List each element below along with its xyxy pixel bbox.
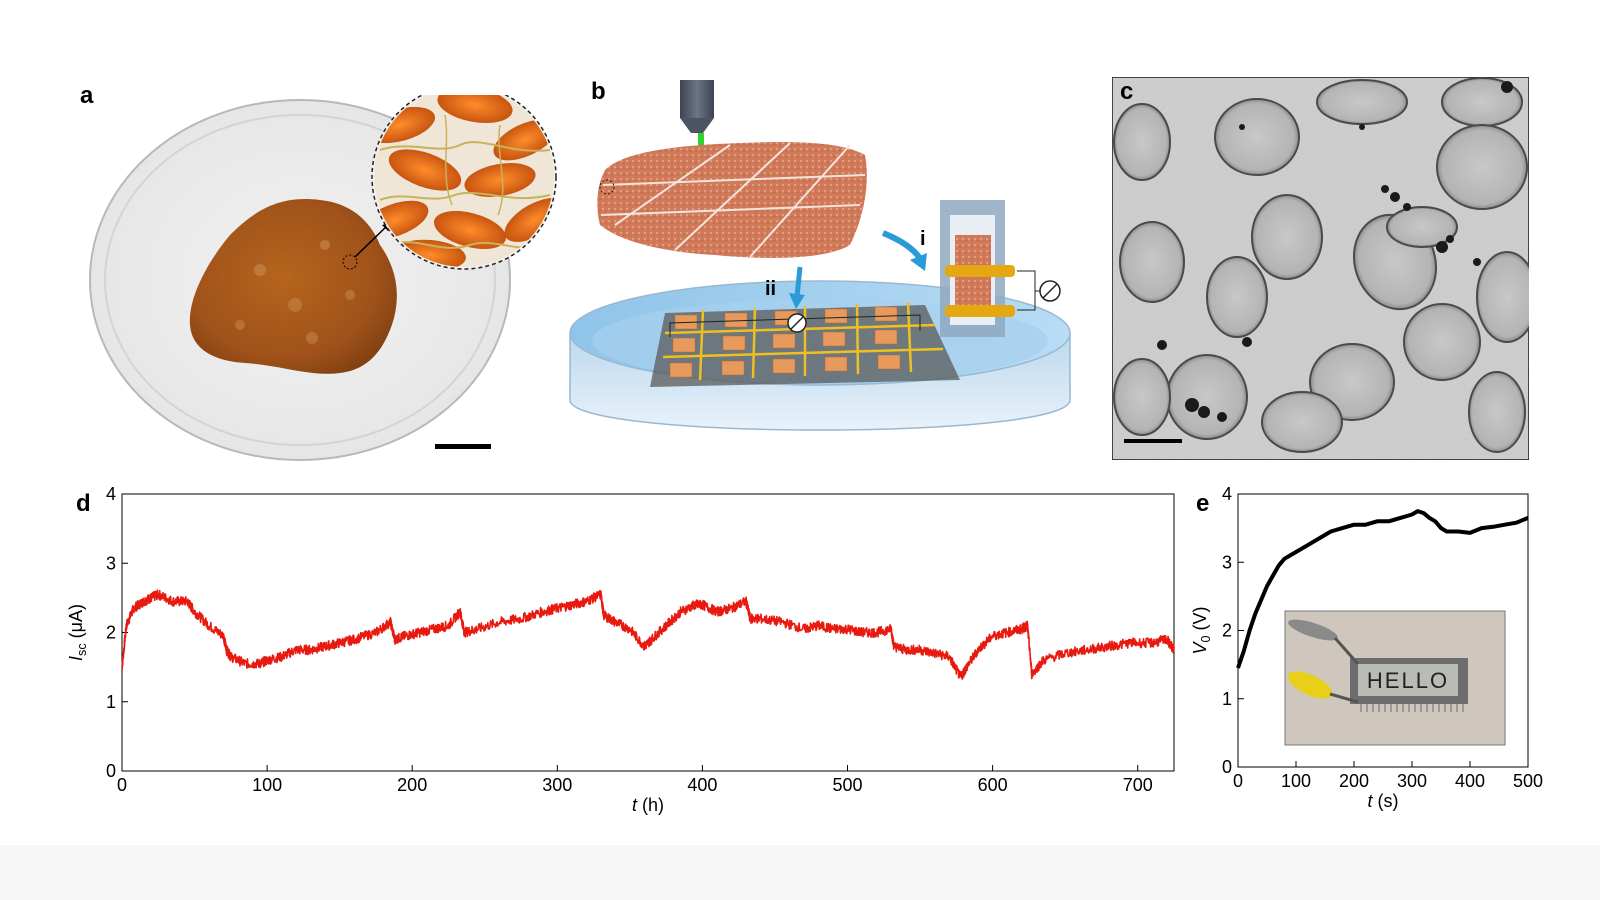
x-tick-label: 300 (542, 775, 572, 795)
x-tick-label: 400 (1455, 771, 1485, 791)
x-tick-label: 500 (1513, 771, 1543, 791)
x-axis-label: t (h) (632, 795, 664, 815)
lcd-pin (1414, 704, 1416, 712)
lcd-pin (1426, 704, 1428, 712)
panel-c-scale-bar (1124, 439, 1182, 443)
lcd-pin (1462, 704, 1464, 712)
bottom-strip (0, 845, 1600, 900)
x-tick-label: 300 (1397, 771, 1427, 791)
x-tick-label: 700 (1123, 775, 1153, 795)
lcd-pin (1408, 704, 1410, 712)
clip-grey (1288, 619, 1338, 641)
lcd-pin (1372, 704, 1374, 712)
lcd-pin (1444, 704, 1446, 712)
y-tick-label: 0 (1222, 757, 1232, 777)
panel-e-chart: 0 100 200 300 400 500 0 1 2 3 4 t (s) V0 (V) HELLO (1190, 484, 1543, 811)
x-tick-label: 500 (832, 775, 862, 795)
y-tick-label: 2 (1222, 621, 1232, 641)
y-tick-label: 1 (1222, 689, 1232, 709)
device-array-ii (650, 301, 960, 387)
series-line (1236, 509, 1529, 669)
y-tick-label: 3 (106, 553, 116, 573)
y-tick-label: 2 (106, 623, 116, 643)
film-sheet (597, 142, 867, 258)
x-tick-label: 100 (1281, 771, 1311, 791)
y-axis-label: V0 (V) (1190, 606, 1213, 654)
lcd-pin (1438, 704, 1440, 712)
panel-c-tem-image (1112, 77, 1529, 460)
x-tick-label: 600 (978, 775, 1008, 795)
y-axis-label: Isc (μA) (66, 604, 89, 661)
lcd-pin (1402, 704, 1404, 712)
x-tick-label: 100 (252, 775, 282, 795)
panel-b-letter: b (591, 78, 606, 105)
clip-wire (1333, 637, 1360, 665)
y-tick-label: 4 (106, 484, 116, 504)
lcd-pin (1378, 704, 1380, 712)
panel-d-chart: 0 100 200 300 400 500 600 700 0 1 2 3 4 t (h) Isc (μA) (66, 484, 1175, 815)
panel-a-petri-dish-photo (89, 95, 557, 461)
lcd-pin (1390, 704, 1392, 712)
lcd-screen (1358, 664, 1458, 696)
y-tick-label: 0 (106, 761, 116, 781)
y-tick-label: 4 (1222, 484, 1232, 504)
lcd-pin (1456, 704, 1458, 712)
panel-b-schematic: ii i (569, 80, 1071, 431)
x-tick-label: 400 (687, 775, 717, 795)
lcd-pin (1396, 704, 1398, 712)
label-ii: ii (765, 278, 776, 300)
lcd-pin (1420, 704, 1422, 712)
x-tick-label: 0 (117, 775, 127, 795)
x-tick-label: 200 (397, 775, 427, 795)
lcd-pin (1366, 704, 1368, 712)
x-tick-label: 200 (1339, 771, 1369, 791)
panel-c-letter: c (1120, 78, 1134, 105)
lcd-pin (1432, 704, 1434, 712)
y-tick-label: 3 (1222, 552, 1232, 572)
protein-film (189, 199, 397, 374)
lcd-text: HELLO (1367, 668, 1449, 693)
lcd-pin (1450, 704, 1452, 712)
series-line (121, 589, 1175, 680)
panel-a-letter: a (80, 82, 94, 109)
panel-e-letter: e (1196, 490, 1210, 517)
clip-wire (1329, 692, 1359, 704)
label-i: i (920, 228, 926, 250)
panel-a-scale-bar (435, 444, 491, 449)
hello-display-inset: HELLO (1284, 610, 1506, 746)
zoom-source-marker (342, 254, 358, 270)
clip-yellow (1287, 671, 1333, 699)
lcd-pin (1384, 704, 1386, 712)
x-axis-label: t (s) (1367, 791, 1398, 811)
x-tick-label: 0 (1233, 771, 1243, 791)
lcd-pin (1360, 704, 1362, 712)
y-tick-label: 1 (106, 692, 116, 712)
panel-d-letter: d (76, 490, 91, 517)
device-i (940, 200, 1061, 337)
